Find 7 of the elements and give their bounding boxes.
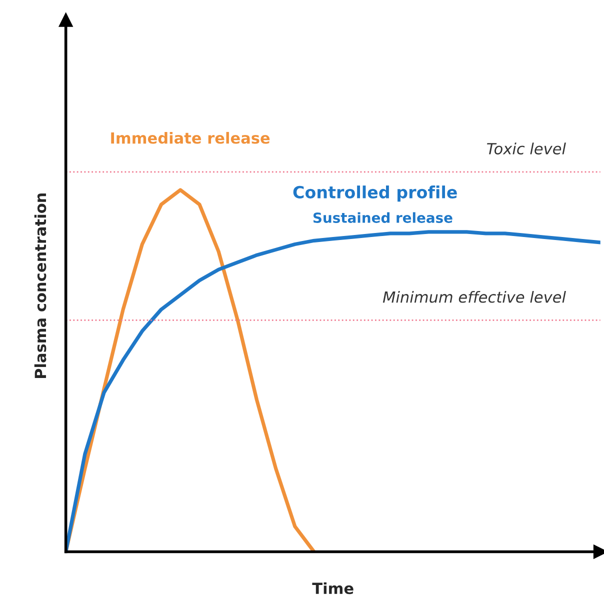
ref-line-label: Minimum effective level <box>382 290 566 303</box>
text: Immediate release <box>111 132 270 144</box>
annotation: Controlled profile <box>293 186 457 202</box>
x-axis-title: Time <box>312 582 354 594</box>
ref-line-label: Toxic level <box>487 142 566 154</box>
y-axis-title: Plasma concentration <box>34 193 46 378</box>
series-label: Sustained release <box>313 212 452 223</box>
